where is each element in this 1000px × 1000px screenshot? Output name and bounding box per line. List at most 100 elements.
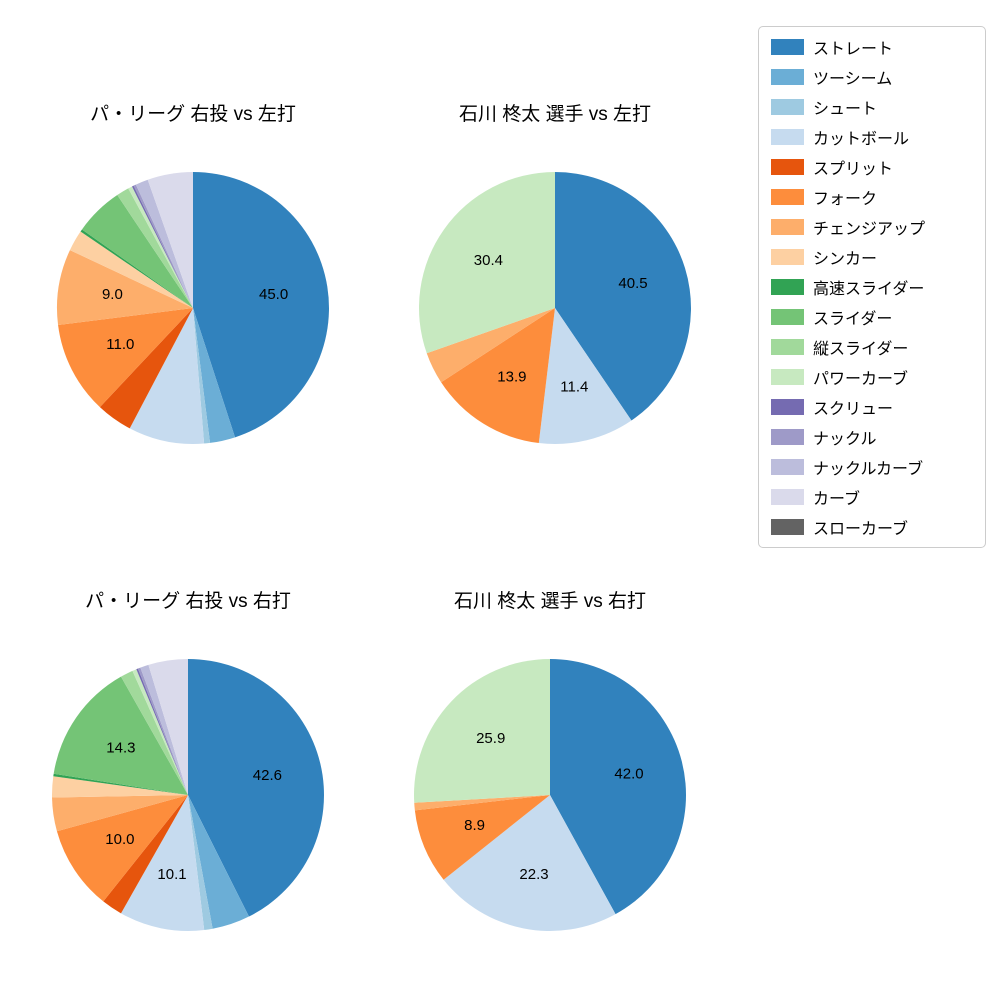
legend-swatch	[771, 309, 804, 325]
legend-swatch	[771, 219, 804, 235]
pie-slice	[538, 308, 632, 444]
pie-slice	[56, 795, 189, 902]
pie-slice	[81, 195, 193, 308]
legend-swatch	[771, 129, 804, 145]
legend-label: 縦スライダー	[813, 341, 909, 358]
legend-item: スライダー	[771, 309, 973, 328]
pie-slice	[56, 250, 194, 326]
pie-slice	[103, 795, 188, 914]
pie-slice	[188, 795, 213, 931]
slice-label: 10.0	[105, 831, 134, 848]
pie-slice	[136, 668, 188, 795]
legend-label: チェンジアップ	[813, 221, 926, 238]
legend-item: ナックルカーブ	[771, 459, 973, 478]
legend-item: カットボール	[771, 129, 973, 148]
chart-title: パ・リーグ 右投 vs 左打	[90, 104, 296, 125]
pie-slice	[132, 669, 188, 795]
pie-slice	[193, 308, 211, 444]
legend-item: ストレート	[771, 39, 973, 58]
pie-slice	[148, 659, 188, 795]
pie-slice	[80, 229, 193, 308]
slice-label: 11.4	[560, 378, 588, 395]
pie-slice	[53, 676, 188, 795]
pie-slice	[443, 795, 616, 932]
legend-item: 縦スライダー	[771, 339, 973, 358]
pie-slice	[414, 659, 550, 803]
legend-label: シンカー	[813, 251, 878, 268]
legend-item: フォーク	[771, 189, 973, 208]
slice-label: 42.0	[614, 766, 643, 783]
pie-slice	[99, 308, 193, 429]
pie-slice	[137, 667, 188, 795]
legend-item: カーブ	[771, 489, 973, 508]
pie-slice	[193, 308, 236, 443]
pie-slice	[193, 172, 329, 438]
pie-slice	[147, 172, 193, 308]
legend-item: 高速スライダー	[771, 279, 973, 298]
legend-swatch	[771, 39, 804, 55]
chart-ishikawa-vs-lhb: 石川 柊太 選手 vs 左打 40.5 11.4 13.9 30.4	[418, 103, 692, 445]
legend-swatch	[771, 429, 804, 445]
pie-slice	[128, 186, 193, 308]
pie-slice	[555, 172, 691, 421]
legend-item: パワーカーブ	[771, 369, 973, 388]
legend-swatch	[771, 519, 804, 535]
pie-slice	[418, 172, 555, 354]
legend-label: ツーシーム	[813, 71, 893, 88]
pie-slice	[140, 664, 188, 795]
chart-pa-league-rhp-vs-rhb: パ・リーグ 右投 vs 右打 42.6 10.1 10.0 14.3	[51, 590, 325, 932]
chart-pa-league-rhp-vs-lhb: パ・リーグ 右投 vs 左打 45.0 11.0 9.0	[56, 103, 330, 445]
legend-item: ナックル	[771, 429, 973, 448]
legend-swatch	[771, 459, 804, 475]
chart-title: パ・リーグ 右投 vs 右打	[85, 591, 291, 612]
chart-ishikawa-vs-rhb: 石川 柊太 選手 vs 右打 42.0 22.3 8.9 25.9	[413, 590, 687, 932]
pie-slice	[135, 179, 193, 308]
legend-swatch	[771, 369, 804, 385]
slice-label: 25.9	[476, 730, 505, 747]
pie-slice	[414, 795, 550, 811]
legend-item: スローカーブ	[771, 519, 973, 538]
pie-chart: 45.0 11.0 9.0	[56, 171, 330, 445]
legend-swatch	[771, 399, 804, 415]
legend-item: ツーシーム	[771, 69, 973, 88]
pie-slice	[120, 670, 188, 795]
slice-label: 10.1	[157, 866, 186, 883]
legend-swatch	[771, 99, 804, 115]
pie-slice	[53, 773, 188, 795]
pie-slice	[441, 308, 555, 444]
pie-slice	[132, 185, 193, 308]
pie-slice	[129, 308, 205, 445]
legend-label: シュート	[813, 101, 878, 118]
slice-label: 45.0	[259, 286, 288, 303]
slice-label: 40.5	[618, 275, 647, 292]
slice-label: 8.9	[464, 817, 485, 834]
legend-label: フォーク	[813, 191, 878, 208]
legend-item: スクリュー	[771, 399, 973, 418]
pie-slice	[188, 659, 324, 917]
chart-title: 石川 柊太 選手 vs 右打	[453, 591, 647, 612]
legend: ストレート ツーシーム シュート カットボール スプリット フォーク チェンジアップ シンカー…	[758, 26, 986, 548]
legend-item: チェンジアップ	[771, 219, 973, 238]
legend-label: スクリュー	[813, 401, 894, 418]
legend-swatch	[771, 279, 804, 295]
slice-label: 30.4	[474, 252, 503, 269]
legend-label: スライダー	[813, 311, 893, 328]
slice-label: 14.3	[106, 739, 135, 756]
slice-label: 13.9	[497, 368, 526, 385]
chart-title: 石川 柊太 選手 vs 左打	[458, 104, 652, 125]
legend-label: カーブ	[813, 491, 861, 508]
pie-slice	[426, 308, 555, 383]
pie-slice	[51, 776, 188, 798]
legend-swatch	[771, 159, 804, 175]
legend-item: シンカー	[771, 249, 973, 268]
legend-label: カットボール	[813, 131, 910, 148]
slice-label: 22.3	[519, 866, 548, 883]
legend-label: 高速スライダー	[813, 281, 925, 298]
legend-label: ナックルカーブ	[813, 461, 924, 478]
slice-label: 11.0	[106, 336, 134, 353]
legend-swatch	[771, 69, 804, 85]
legend-label: スローカーブ	[813, 521, 909, 538]
pie-chart: 40.5 11.4 13.9 30.4	[418, 171, 692, 445]
legend-swatch	[771, 249, 804, 265]
